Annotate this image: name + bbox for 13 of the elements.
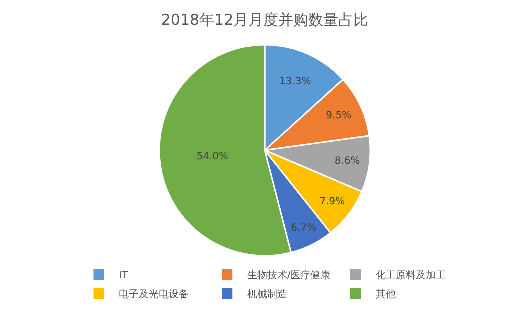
data-label: 9.5%	[326, 110, 352, 122]
data-label: 7.9%	[320, 196, 346, 208]
legend-label: 生物技术/医疗健康	[247, 270, 331, 282]
data-label: 6.7%	[291, 223, 317, 234]
data-label: 8.6%	[334, 156, 360, 167]
data-label: 13.3%	[280, 76, 312, 88]
chart-title: 2018年12月月度并购数量占比	[161, 10, 369, 29]
legend-label: IT	[119, 270, 129, 282]
legend-label: 电子及光电设备	[119, 288, 189, 301]
legend-label: 化工原料及加工	[376, 270, 446, 282]
legend-label: 机械制造	[247, 288, 288, 301]
legend-label: 其他	[376, 288, 396, 301]
data-label: 54.0%	[196, 152, 229, 163]
